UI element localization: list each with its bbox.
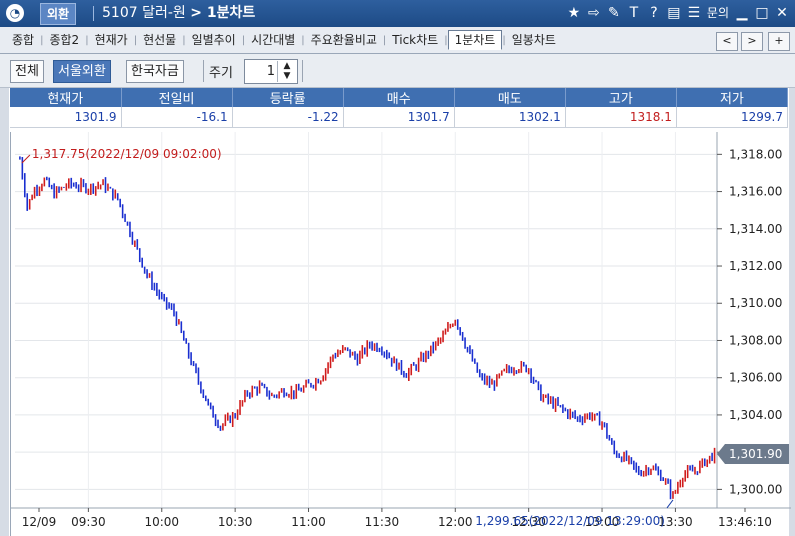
market-seoul-button[interactable]: 서울외환 xyxy=(53,60,111,83)
tab-0[interactable]: 종합 xyxy=(12,33,35,47)
tab-3[interactable]: 현선물 xyxy=(143,33,177,47)
period-value[interactable]: 1 xyxy=(266,64,275,79)
window-title-prefix: 5107 달러-원 xyxy=(102,5,191,21)
close-icon[interactable]: ✕ xyxy=(776,5,788,21)
window-title-main: > 1분차트 xyxy=(190,5,256,21)
low-annotation-arrow xyxy=(666,499,674,509)
y-tick-label: 1,312.00 xyxy=(729,259,782,273)
y-tick-label: 1,310.00 xyxy=(729,296,782,310)
x-tick-label: 11:30 xyxy=(365,515,400,529)
tab-separator: | xyxy=(241,34,246,46)
period-stepper[interactable]: 1 ▲ ▼ xyxy=(244,59,298,84)
inquiry-button[interactable]: 문의 xyxy=(706,6,729,20)
y-tick-label: 1,300.00 xyxy=(729,482,782,496)
tab-5[interactable]: 시간대별 xyxy=(251,33,296,47)
print-icon[interactable]: ▤ xyxy=(667,5,681,21)
x-tick-label: 13:46:10 xyxy=(718,515,772,529)
tab-4[interactable]: 일별추이 xyxy=(191,33,236,47)
quote-value-4: 1302.1 xyxy=(454,107,566,128)
tab-list: 종합 | 종합2 | 현재가 | 현선물 | 일별추이 | 시간대별 | 주요환율비교 | Tick차트 | 1… xyxy=(6,30,562,50)
tab-prev-button[interactable]: < xyxy=(716,32,738,51)
app-logo-icon: ◔ xyxy=(6,4,24,22)
text-icon[interactable]: T xyxy=(629,5,639,21)
quote-header-row: 현재가 전일비 등락률 매수 매도 고가 저가 xyxy=(10,88,789,107)
quote-table: 현재가 전일비 등락률 매수 매도 고가 저가 1301.9 -16.1 -1.22 1301.7… xyxy=(10,88,789,128)
tab-bar: 종합 | 종합2 | 현재가 | 현선물 | 일별추이 | 시간대별 | 주요환율비교 | Tick차트 | 1… xyxy=(0,27,795,54)
tab-2[interactable]: 현재가 xyxy=(94,33,128,47)
stepper-arrows-icon[interactable]: ▲ ▼ xyxy=(277,61,296,82)
quote-value-5: 1318.1 xyxy=(565,107,677,128)
price-chart[interactable]: 1,300.001,302.001,304.001,306.001,308.00… xyxy=(10,132,791,536)
window-title: 5107 달러-원 > 1분차트 xyxy=(102,4,255,23)
tab-8[interactable]: 1분차트 xyxy=(447,30,503,50)
title-divider xyxy=(93,6,94,21)
tab-9[interactable]: 일봉차트 xyxy=(511,33,556,47)
quote-header-6: 저가 xyxy=(676,88,789,107)
x-tick-label: 12:30 xyxy=(511,515,546,529)
tab-add-button[interactable]: + xyxy=(768,32,790,51)
left-border xyxy=(0,88,9,536)
x-tick-label: 13:00 xyxy=(585,515,620,529)
star-icon[interactable]: ★ xyxy=(567,5,581,21)
quote-value-6: 1299.7 xyxy=(676,107,789,128)
low-annotation-label: 1,299.65(2022/12/09 13:29:00) xyxy=(475,514,665,528)
title-bar: ◔ 외환 5107 달러-원 > 1분차트 ★ ⇨ ✎ T ? ▤ ☰ 문의 ▁… xyxy=(0,0,795,27)
quote-value-3: 1301.7 xyxy=(343,107,455,128)
quote-header-1: 전일비 xyxy=(121,88,233,107)
x-tick-label: 09:30 xyxy=(71,515,106,529)
tab-separator: | xyxy=(444,34,448,46)
high-annotation-arrow xyxy=(21,154,31,164)
market-all-button[interactable]: 전체 xyxy=(10,60,44,83)
quote-header-3: 매수 xyxy=(343,88,455,107)
tool-icon[interactable]: ✎ xyxy=(608,5,620,21)
minimize-icon[interactable]: ▁ xyxy=(736,5,748,21)
y-tick-label: 1,316.00 xyxy=(729,185,782,199)
x-tick-label: 13:30 xyxy=(658,515,693,529)
y-tick-label: 1,304.00 xyxy=(729,408,782,422)
tab-separator: | xyxy=(133,34,138,46)
tab-separator: | xyxy=(301,34,305,46)
maximize-icon[interactable]: □ xyxy=(755,5,769,21)
tab-separator: | xyxy=(40,34,44,46)
y-tick-label: 1,314.00 xyxy=(729,222,782,236)
export-icon[interactable]: ⇨ xyxy=(588,5,600,21)
x-tick-label: 11:00 xyxy=(291,515,326,529)
toolbar-divider xyxy=(203,60,204,82)
help-icon[interactable]: ? xyxy=(650,5,658,21)
x-tick-label: 12:00 xyxy=(438,515,473,529)
tab-next-button[interactable]: > xyxy=(741,32,763,51)
y-tick-label: 1,318.00 xyxy=(729,147,782,161)
tab-1[interactable]: 종합2 xyxy=(49,33,80,47)
high-annotation-label: 1,317.75(2022/12/09 09:02:00) xyxy=(32,147,222,161)
right-border xyxy=(789,88,795,536)
quote-header-0: 현재가 xyxy=(10,88,122,107)
x-tick-label: 10:30 xyxy=(218,515,253,529)
tab-7[interactable]: Tick차트 xyxy=(392,33,439,47)
period-label: 주기 xyxy=(209,66,233,81)
tab-separator: | xyxy=(502,34,506,46)
tab-separator: | xyxy=(382,34,387,46)
current-price-label: 1,301.90 xyxy=(729,447,782,461)
app-name[interactable]: 외환 xyxy=(40,3,77,25)
x-tick-label: 12/09 xyxy=(22,515,57,529)
quote-value-row: 1301.9 -16.1 -1.22 1301.7 1302.1 1318.1 1299.7 xyxy=(10,107,789,128)
quote-value-2: -1.22 xyxy=(232,107,344,128)
quote-header-2: 등락률 xyxy=(232,88,344,107)
quote-value-0: 1301.9 xyxy=(10,107,122,128)
market-korea-money-button[interactable]: 한국자금 xyxy=(126,60,184,83)
y-tick-label: 1,306.00 xyxy=(729,371,782,385)
y-tick-label: 1,308.00 xyxy=(729,333,782,347)
list-icon[interactable]: ☰ xyxy=(687,5,701,21)
current-price-tag xyxy=(717,444,789,465)
tab-6[interactable]: 주요환율비교 xyxy=(310,33,377,47)
quote-header-5: 고가 xyxy=(565,88,677,107)
tab-separator: | xyxy=(85,34,89,46)
quote-value-1: -16.1 xyxy=(121,107,233,128)
tab-separator: | xyxy=(182,34,186,46)
quote-header-4: 매도 xyxy=(454,88,566,107)
title-icons: ★ ⇨ ✎ T ? ▤ ☰ 문의 ▁ □ ✕ xyxy=(567,4,789,23)
toolbar: 전체 서울외환 한국자금 주기 1 ▲ ▼ xyxy=(0,54,795,88)
x-tick-label: 10:00 xyxy=(144,515,179,529)
toolbar-divider-2 xyxy=(302,60,303,82)
